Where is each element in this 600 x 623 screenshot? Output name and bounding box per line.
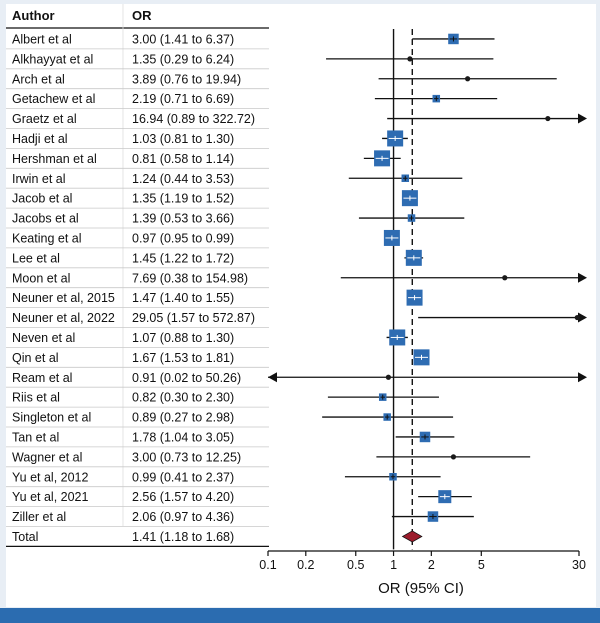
plot-marks [268,29,587,550]
study-author-label: Singleton et al [12,411,91,425]
study-author-label: Yu et al, 2012 [12,470,89,484]
ci-right-arrow [578,113,587,124]
x-axis-tick-label: 0.2 [297,558,314,572]
study-author-label: Lee et al [12,251,60,265]
forest-plot-panel: Author OR Albert et al 3.00 (1.41 to 6.37… [6,4,596,607]
study-author-label: Neuner et al, 2022 [12,311,115,325]
forest-plot: Author OR Albert et al 3.00 (1.41 to 6.37… [6,4,587,597]
study-author-label: Albert et al [12,32,72,46]
study-or-label: 0.99 (0.41 to 2.37) [132,470,234,484]
study-author-label: Jacob et al [12,192,72,206]
total-or-label: 1.41 (1.18 to 1.68) [132,530,234,544]
study-or-label: 0.81 (0.58 to 1.14) [132,152,234,166]
study-point-estimate [545,115,551,122]
study-author-label: Tan et al [12,430,59,444]
study-point-estimate [407,56,413,62]
study-author-label: Riis et al [12,391,60,405]
study-point-estimate [465,76,471,82]
study-author-label: Hershman et al [12,152,97,166]
study-author-label: Jacobs et al [12,212,79,226]
x-axis-tick-label: 1 [390,558,397,572]
study-author-label: Ziller et al [12,510,66,524]
study-author-label: Getachew et al [12,92,95,106]
ci-right-arrow [578,312,587,323]
study-or-label: 1.39 (0.53 to 3.66) [132,212,234,226]
study-author-label: Moon et al [12,271,70,285]
total-author-label: Total [12,530,38,544]
study-or-label: 1.67 (1.53 to 1.81) [132,351,234,365]
study-or-label: 0.82 (0.30 to 2.30) [132,391,234,405]
x-axis-tick-label: 0.1 [259,558,276,572]
ci-right-arrow [578,272,587,283]
study-author-label: Arch et al [12,72,65,86]
study-rows: Albert et al 3.00 (1.41 to 6.37) Alkhayyat… [6,32,269,548]
study-author-label: Keating et al [12,231,82,245]
study-or-label: 2.56 (1.57 to 4.20) [132,490,234,504]
study-or-label: 1.03 (0.81 to 1.30) [132,132,234,146]
study-or-label: 1.07 (0.88 to 1.30) [132,331,234,345]
study-author-label: Neuner et al, 2015 [12,291,115,305]
study-point-estimate [502,275,508,281]
study-author-label: Neven et al [12,331,75,345]
study-author-label: Ream et al [12,371,72,385]
study-or-label: 1.78 (1.04 to 3.05) [132,430,234,444]
study-or-label: 1.35 (1.19 to 1.52) [132,192,234,206]
ci-left-arrow [268,372,277,383]
study-author-label: Hadji et al [12,132,68,146]
study-point-estimate [574,314,580,321]
x-axis-tick-label: 30 [572,558,586,572]
study-or-label: 0.97 (0.95 to 0.99) [132,231,234,245]
total-diamond [401,530,423,543]
x-axis-title: OR (95% CI) [378,580,464,597]
study-or-label: 29.05 (1.57 to 572.87) [132,311,255,325]
x-axis-tick-label: 2 [428,558,435,572]
study-or-label: 1.45 (1.22 to 1.72) [132,251,234,265]
study-author-label: Alkhayyat et al [12,52,93,66]
study-author-label: Graetz et al [12,112,77,126]
study-author-label: Qin et al [12,351,59,365]
ci-right-arrow [578,372,587,383]
study-author-label: Yu et al, 2021 [12,490,89,504]
study-or-label: 1.35 (0.29 to 6.24) [132,52,234,66]
study-or-label: 3.00 (0.73 to 12.25) [132,450,241,464]
x-axis: 0.1 0.2 0.5 1 2 5 30 [259,550,586,572]
or-column-header: OR [132,8,152,23]
study-or-label: 1.24 (0.44 to 3.53) [132,172,234,186]
bottom-accent-bar [0,608,600,623]
study-author-label: Wagner et al [12,450,82,464]
study-or-label: 2.06 (0.97 to 4.36) [132,510,234,524]
study-or-label: 3.00 (1.41 to 6.37) [132,32,234,46]
study-or-label: 7.69 (0.38 to 154.98) [132,271,248,285]
author-column-header: Author [12,8,55,23]
study-or-label: 0.89 (0.27 to 2.98) [132,411,234,425]
study-or-label: 3.89 (0.76 to 19.94) [132,72,241,86]
study-or-label: 16.94 (0.89 to 322.72) [132,112,255,126]
study-author-label: Irwin et al [12,172,66,186]
study-or-label: 0.91 (0.02 to 50.26) [132,371,241,385]
study-or-label: 1.47 (1.40 to 1.55) [132,291,234,305]
study-point-estimate [450,454,457,460]
x-axis-tick-label: 5 [478,558,485,572]
study-or-label: 2.19 (0.71 to 6.69) [132,92,234,106]
x-axis-tick-label: 0.5 [347,558,364,572]
study-point-estimate [385,374,392,380]
